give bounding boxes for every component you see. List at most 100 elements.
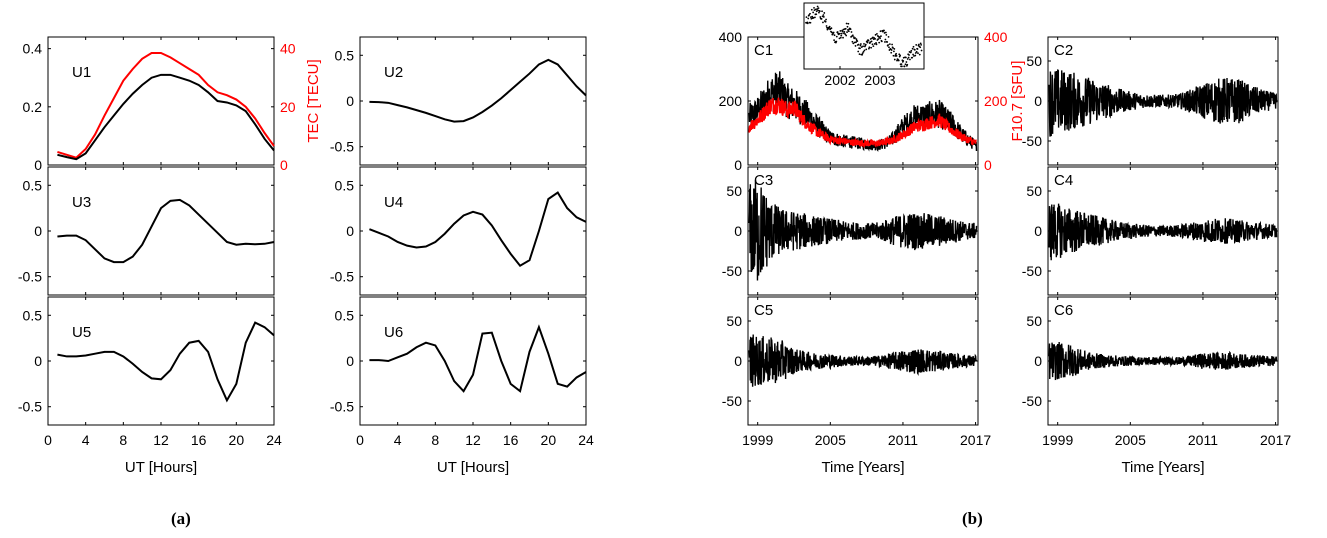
inset-point: [909, 51, 912, 54]
inset-point: [814, 16, 816, 19]
inset-point: [859, 47, 861, 50]
y-tick-label: 50: [1026, 313, 1042, 329]
inset-point: [835, 40, 838, 43]
y-tick-label: -0.5: [330, 399, 354, 415]
x-tick-label: 2011: [888, 432, 918, 448]
y2-axis-label: F10.7 [SFU]: [1009, 61, 1026, 142]
y-tick-label: 0: [1034, 223, 1042, 239]
inset-point: [863, 42, 865, 45]
inset-point: [846, 31, 848, 33]
x-tick-label: 1999: [1042, 432, 1073, 448]
inset-point: [895, 52, 898, 55]
inset-point: [875, 43, 878, 46]
inset-point: [840, 32, 843, 35]
inset-point: [911, 47, 914, 50]
series-line: [748, 180, 978, 281]
inset-point: [869, 41, 872, 44]
inset-point: [862, 45, 865, 48]
y-tick-label: 50: [1026, 183, 1042, 199]
inset-point: [887, 44, 889, 46]
inset-point: [878, 41, 881, 44]
inset-point: [826, 28, 829, 31]
inset-point: [845, 22, 848, 25]
inset-point: [815, 10, 818, 13]
y-tick-label: 0.5: [335, 307, 355, 323]
y-tick-label: 0: [346, 93, 354, 109]
y-tick-label: -50: [722, 393, 742, 409]
inset-point: [870, 40, 873, 43]
x-tick-label: 12: [465, 432, 481, 448]
panel-label: U3: [72, 194, 91, 211]
series-line-red: [748, 97, 977, 149]
inset: 2002 2003: [803, 2, 925, 88]
inset-point: [919, 42, 922, 45]
y-tick-label: 0.4: [23, 41, 43, 57]
plot-frame: [359, 166, 587, 296]
inset-point: [865, 48, 868, 51]
inset-point: [813, 7, 815, 9]
inset-point: [828, 25, 831, 28]
inset-point: [872, 36, 874, 39]
panel-label: U5: [72, 324, 91, 341]
x-tick-label: 2017: [1260, 432, 1291, 448]
inset-point: [863, 49, 866, 52]
y-tick-label: 0: [34, 223, 42, 239]
inset-point: [884, 31, 887, 34]
y-tick-label: 0: [734, 157, 742, 173]
inset-point: [822, 16, 825, 18]
inset-point: [892, 54, 895, 57]
inset-point: [817, 7, 820, 10]
x-tick-label: 2017: [960, 432, 991, 448]
inset-point: [884, 38, 887, 41]
y-tick-label: 400: [719, 29, 743, 45]
series-line: [57, 198, 275, 264]
inset-point: [911, 56, 914, 59]
inset-point: [818, 10, 821, 13]
y-tick-label: 0: [734, 223, 742, 239]
inset-point: [888, 46, 890, 49]
inset-point: [810, 8, 813, 11]
inset-point: [892, 47, 894, 49]
inset-point: [903, 65, 906, 68]
series-line: [1048, 69, 1278, 137]
inset-point: [876, 32, 878, 35]
inset-point: [820, 17, 823, 20]
inset-point: [915, 50, 918, 53]
panel-c2: -50 0 50 C2: [1022, 36, 1279, 166]
series-line: [1048, 203, 1278, 261]
x-axis-label: UT [Hours]: [125, 459, 197, 476]
inset-point: [854, 45, 857, 47]
inset-point: [843, 32, 845, 35]
inset-point: [890, 51, 893, 54]
series-line: [369, 58, 587, 123]
inset-point: [864, 43, 867, 46]
inset-point: [917, 52, 919, 55]
inset-point: [900, 63, 903, 66]
y-tick-label: 0.5: [335, 177, 355, 193]
x-axis-label: UT [Hours]: [437, 459, 509, 476]
inset-point: [833, 34, 836, 37]
y-tick-label: 0.5: [23, 307, 43, 323]
panel-label: C6: [1054, 302, 1073, 319]
inset-point: [872, 45, 875, 48]
x-tick-label: 8: [431, 432, 439, 448]
inset-point: [867, 39, 870, 42]
panel-u5: 0 4 8 12 16 20 24 UT [Hours] -0.5 0 0.5 U5: [18, 296, 282, 476]
y2-tick-label: 0: [280, 157, 288, 173]
y-tick-label: 0: [1034, 93, 1042, 109]
inset-point: [877, 38, 880, 40]
inset-point: [805, 16, 808, 19]
inset-point: [818, 11, 820, 14]
panel-label: U1: [72, 64, 91, 81]
inset-point: [868, 46, 871, 49]
inset-point: [816, 8, 819, 10]
inset-point: [836, 31, 839, 33]
inset-point: [851, 34, 854, 37]
series-group: [748, 180, 978, 281]
inset-point: [912, 53, 914, 56]
inset-point: [830, 31, 833, 34]
y-tick-label: 50: [1026, 53, 1042, 69]
y-tick-label: 200: [719, 93, 743, 109]
